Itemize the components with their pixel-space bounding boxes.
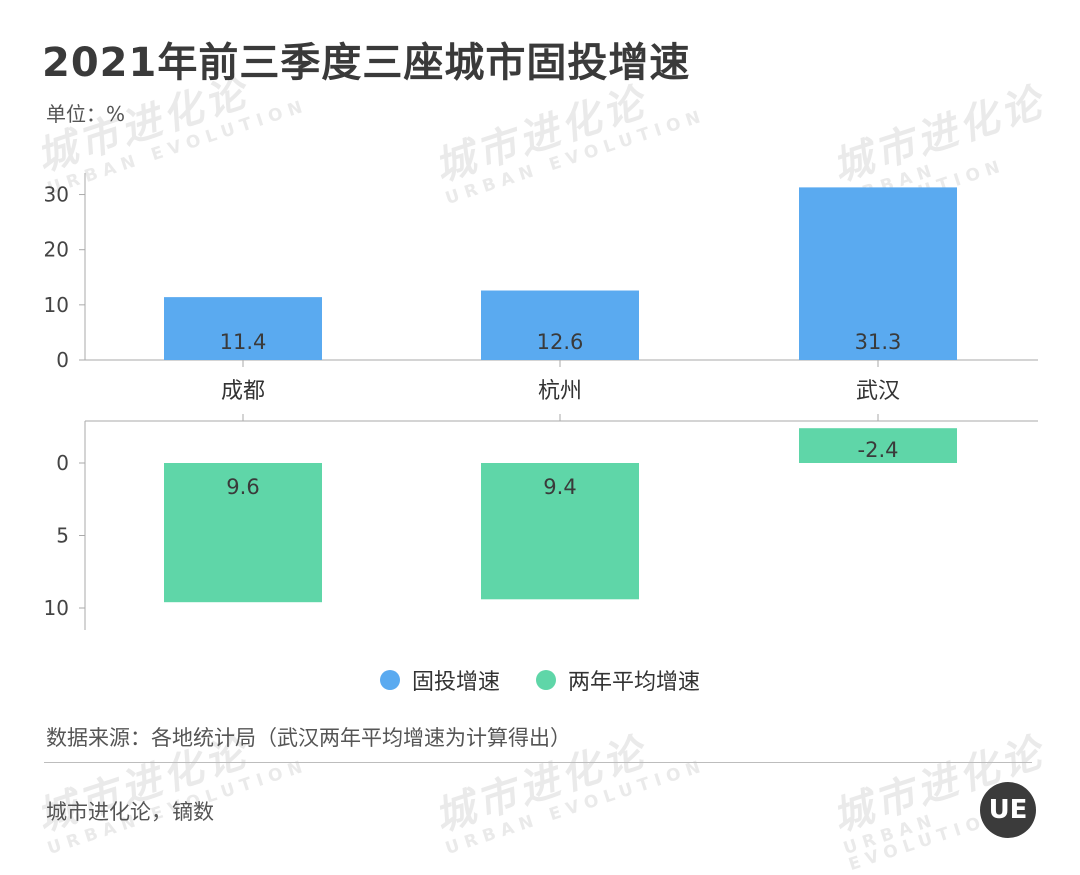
bar [481, 290, 639, 360]
legend-dot-icon [379, 670, 400, 690]
bar [799, 187, 957, 360]
legend-label: 两年平均增速 [568, 670, 701, 695]
y-tick-label: 10 [44, 293, 69, 317]
y-tick-label: 10 [44, 596, 69, 620]
data-label: 12.6 [537, 330, 584, 354]
legend-label: 固投增速 [411, 670, 500, 695]
watermark-en: URBAN EVOLUTION [442, 755, 709, 859]
bar [164, 463, 322, 603]
divider [44, 762, 1032, 763]
y-tick-label: 0 [56, 348, 69, 372]
legend-item-two-year-avg: 两年平均增速 [536, 664, 700, 696]
data-label: 9.4 [543, 475, 576, 499]
legend-item-fixed-investment: 固投增速 [379, 664, 500, 696]
chart-title: 2021年前三季度三座城市固投增速 [42, 40, 691, 86]
bar [481, 463, 639, 600]
credit-note: 城市进化论，镝数 [46, 800, 214, 824]
category-label: 杭州 [538, 379, 582, 404]
y-tick-label: 30 [44, 183, 69, 207]
bar [799, 428, 957, 463]
y-tick-label: 0 [56, 451, 69, 475]
category-label: 武汉 [856, 379, 900, 404]
data-label: 31.3 [855, 330, 902, 354]
logo: UE [980, 782, 1036, 838]
legend: 固投增速 两年平均增速 [0, 664, 1080, 696]
data-label: -2.4 [858, 438, 899, 462]
y-tick-label: 5 [56, 524, 69, 548]
watermark-en: URBAN EVOLUTION [840, 805, 1008, 875]
logo-text: UE [988, 795, 1028, 825]
y-tick-label: 20 [44, 238, 69, 262]
chart: 0 10 20 30 11.4 成都 12.6 杭州 31.3 武汉 0 5 10 9.6 9.4 -2.4 [44, 173, 1038, 630]
category-label: 成都 [221, 379, 265, 404]
data-label: 11.4 [220, 330, 267, 354]
watermark: 城市进化论 URBAN EVOLUTION [827, 722, 1080, 875]
watermark-cn: 城市进化论 [827, 729, 1051, 841]
legend-dot-icon [536, 670, 556, 690]
source-note: 数据来源：各地统计局（武汉两年平均增速为计算得出） [46, 726, 571, 750]
bar [164, 297, 322, 360]
data-label: 9.6 [226, 475, 259, 499]
unit-label: 单位：% [46, 102, 126, 126]
